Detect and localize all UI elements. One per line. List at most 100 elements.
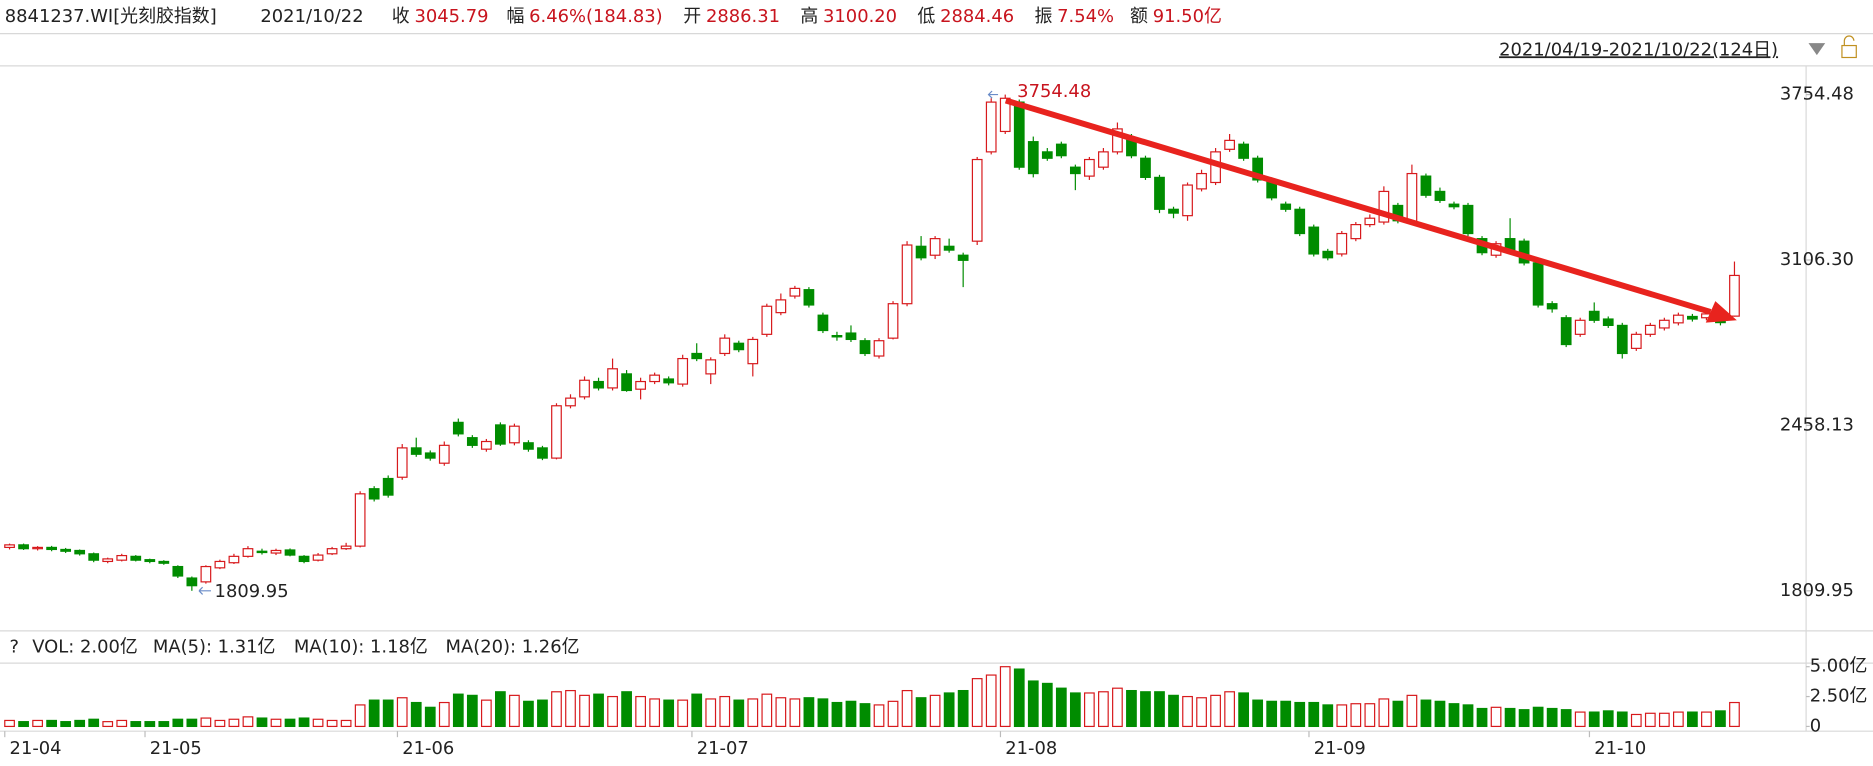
volume-bar [1462,704,1474,728]
volume-bar [985,674,997,728]
volume-bar [4,719,15,728]
help[interactable]: ? [10,637,20,658]
legend-entry: MA(5): 1.31亿 [153,637,276,658]
candle-body [1098,151,1109,168]
candle-body [228,555,240,564]
x-tick-label: 21-07 [697,738,749,759]
candle-body [1406,172,1418,223]
candle-body [158,560,170,564]
candle-body [803,289,815,306]
lock-icon[interactable] [1841,44,1857,59]
candle-body [1336,232,1348,255]
candle-body [677,357,689,385]
candle-body [691,352,703,360]
candle-body [4,544,15,549]
x-tick-label: 21-09 [1314,738,1366,759]
stat-value: 6.46%(184.83) [529,6,663,27]
candle-body [1154,176,1165,210]
volume-bar [1406,694,1418,728]
candle-body [845,332,857,341]
volume-bar [1266,700,1278,728]
volume-bar [480,699,492,728]
candle-body [1462,204,1474,235]
min-label: 1809.95 [215,581,289,602]
candle-body [1027,141,1039,175]
volume-bar [1616,711,1628,728]
volume-bar [873,704,885,728]
volume-bar [438,701,450,728]
volume-bar [18,721,29,728]
candle-body [509,425,520,444]
candle-body [817,314,829,332]
candle-body [1168,208,1179,214]
candle-body [452,421,464,435]
volume-bar [901,689,913,728]
candle-body [649,374,661,383]
candle-body [74,549,86,555]
x-tick-label: 21-08 [1005,738,1057,759]
max-pointer [987,90,999,99]
volume-bar [1602,710,1614,728]
volume-bar [1112,687,1123,728]
volume-bar [32,719,43,728]
candle-body [1644,324,1656,335]
date-range[interactable]: 2021/04/19-2021/10/22(124日) [1499,39,1778,60]
volume-bar [172,718,184,728]
volume-bar [551,691,562,728]
volume-bar [663,699,675,728]
candle-body [1140,157,1151,178]
volume-bar [887,700,899,728]
candle-body [1434,190,1446,201]
volume-bar [116,719,128,728]
volume-bar [424,706,436,728]
candle-body [915,245,927,259]
volume-bar [1729,701,1740,728]
volume-bar [1168,694,1179,728]
candle-body [1420,175,1432,196]
volume-bar [929,694,941,728]
candle-body [144,559,156,563]
volume-bar [775,697,787,728]
volume-bar [971,678,983,728]
volume-bar [677,699,689,728]
volume-bar [340,719,352,728]
volume-bar [74,719,86,728]
volume-bar [1308,701,1320,728]
volume-title: VOL: 2.00亿 [32,637,138,658]
volume-bar [312,718,324,728]
candle-body [172,565,184,577]
index-code: 8841237.WI[光刻胶指数] [5,6,217,27]
volume-bar [607,695,618,728]
volume-bar [1532,706,1544,728]
volume-bar [1687,711,1698,728]
volume-bar [1518,709,1530,728]
candle-body [1322,250,1334,259]
candle-body [396,447,408,478]
volume-bar [298,717,310,728]
candle-body [943,245,955,251]
dropdown-icon[interactable] [1808,43,1826,56]
stat-label: 收 [392,6,410,27]
volume-bar [158,721,170,728]
volume-bar [803,697,815,728]
volume-bar [270,718,282,728]
y-tick-label: 5.00亿 [1810,656,1868,677]
candle-body [1224,139,1235,150]
volume-bar [1701,711,1712,728]
volume-bar [1126,689,1137,728]
candle-body [985,101,997,153]
x-tick-label: 21-06 [402,738,454,759]
volume-bar [1672,711,1684,728]
volume-bar [495,691,506,728]
trend-arrow [1004,97,1737,323]
candle-body [551,405,562,459]
volume-bar [691,693,703,728]
stat-label: 低 [917,6,935,27]
candle-body [1280,203,1292,210]
volume-bar [789,698,801,728]
candle-body [1574,319,1586,335]
candle-body [775,299,787,314]
candle-body [579,379,590,398]
